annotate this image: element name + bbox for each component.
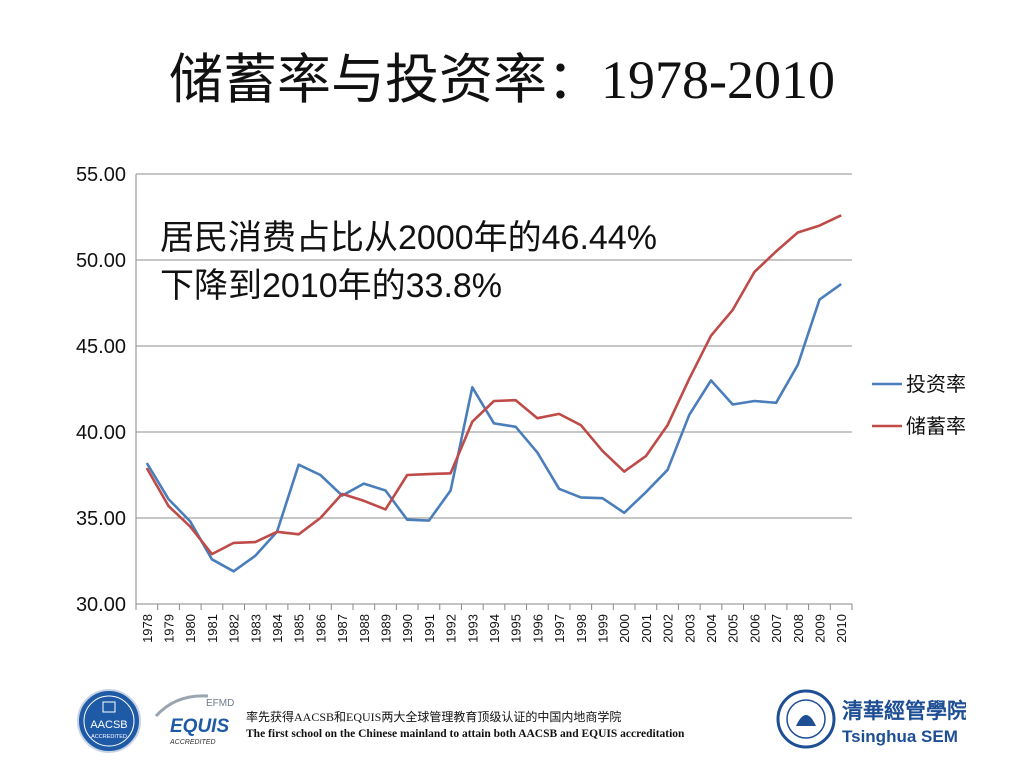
- x-tick-label: 1982: [227, 614, 242, 643]
- x-tick-label: 2004: [704, 614, 719, 643]
- x-tick-label: 1993: [465, 614, 480, 643]
- x-tick-label: 1981: [205, 614, 220, 643]
- series-line-investment: [145, 283, 842, 573]
- footer: AACSB ACCREDITED EFMD EQUIS ACCREDITED 率…: [0, 672, 1024, 768]
- footer-line-cn: 率先获得AACSB和EQUIS两大全球管理教育顶级认证的中国内地商学院: [246, 710, 622, 724]
- efmd-text: EFMD: [206, 698, 234, 709]
- x-tick-label: 2007: [769, 614, 784, 643]
- x-tick-label: 1998: [574, 614, 589, 643]
- x-tick-label: 1995: [509, 614, 524, 643]
- gridlines: [136, 173, 852, 605]
- x-tick-label: 1997: [552, 614, 567, 643]
- x-tick-label: 1992: [444, 614, 459, 643]
- y-tick-label: 35.00: [76, 508, 126, 530]
- x-tick-label: 1979: [162, 614, 177, 643]
- x-tick-label: 1994: [487, 614, 502, 643]
- y-tick-label: 40.00: [76, 422, 126, 444]
- aacsb-logo: AACSB ACCREDITED: [77, 689, 141, 753]
- x-tick-label: 1978: [140, 614, 155, 643]
- footer-line-en: The first school on the Chinese mainland…: [246, 728, 685, 740]
- x-tick-label: 2005: [726, 614, 741, 643]
- x-tick-label: 2009: [812, 614, 827, 643]
- x-tick-label: 1986: [313, 614, 328, 643]
- x-tick-label: 2008: [791, 614, 806, 643]
- x-tick-label: 2000: [617, 614, 632, 643]
- equis-sub: ACCREDITED: [169, 739, 216, 746]
- x-tick-label: 1989: [379, 614, 394, 643]
- x-tick-label: 2010: [834, 614, 849, 643]
- annotation-line-2: 下降到2010年的33.8%: [160, 267, 503, 305]
- slide-title: 储蓄率与投资率：1978-2010: [169, 50, 835, 110]
- y-tick-label: 45.00: [76, 336, 126, 358]
- equis-text: EQUIS: [170, 716, 229, 737]
- x-tick-label: 2001: [639, 614, 654, 643]
- x-tick-label: 1983: [248, 614, 263, 643]
- x-tick-label: 1999: [595, 614, 610, 643]
- y-tick-label: 30.00: [76, 594, 126, 616]
- y-tick-label: 55.00: [76, 164, 126, 186]
- x-tick-label: 1980: [183, 614, 198, 643]
- x-tick-label: 1996: [530, 614, 545, 643]
- x-tick-label: 1988: [357, 614, 372, 643]
- y-axis: 30.00 35.00 40.00 45.00 50.00 55.00: [76, 164, 137, 616]
- legend-label-investment: 投资率: [906, 372, 966, 396]
- x-tick-label: 2003: [682, 614, 697, 643]
- x-tick-label: 1984: [270, 614, 285, 643]
- equis-logo: EFMD EQUIS ACCREDITED: [154, 694, 234, 746]
- x-tick-label: 1985: [292, 614, 307, 643]
- x-tick-label: 2006: [747, 614, 762, 643]
- tsinghua-logo: 清華經管學院 Tsinghua SEM: [776, 689, 966, 749]
- tsinghua-en-text: Tsinghua SEM: [842, 727, 958, 746]
- x-tick-label: 1987: [335, 614, 350, 643]
- x-tick-label: 2002: [661, 614, 676, 643]
- x-tick-label: 1990: [400, 614, 415, 643]
- aacsb-logo-sub: ACCREDITED: [91, 734, 127, 740]
- series-lines: [145, 214, 842, 573]
- tsinghua-cn-text: 清華經管學院: [842, 699, 966, 723]
- x-tick-label: 1991: [422, 614, 437, 643]
- legend-label-savings: 储蓄率: [906, 414, 966, 438]
- series-line-savings: [145, 214, 842, 556]
- annotation-text: 居民消费占比从2000年的46.44% 下降到2010年的33.8%: [160, 214, 657, 310]
- x-axis: 1978 1979 1980 1981 1982 1983 1984 1985 1986 1987…: [135, 604, 853, 643]
- y-tick-label: 50.00: [76, 250, 126, 272]
- annotation-line-1: 居民消费占比从2000年的46.44%: [160, 219, 657, 257]
- aacsb-logo-text: AACSB: [90, 719, 127, 731]
